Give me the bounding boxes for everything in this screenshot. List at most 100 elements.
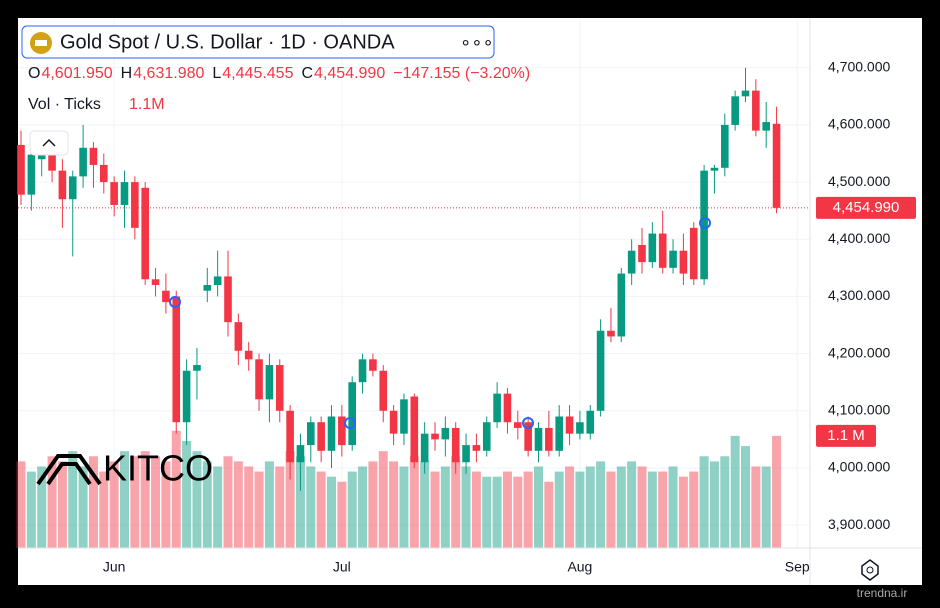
volume-bar	[47, 456, 57, 548]
candle-body	[617, 273, 626, 337]
candle-body	[193, 365, 201, 371]
candle-layer	[17, 67, 781, 491]
candle-body	[296, 445, 305, 463]
candle-body	[79, 147, 87, 177]
more-button[interactable]: ∘∘∘	[460, 32, 494, 52]
volume-bar	[647, 471, 657, 548]
settings-shape	[861, 559, 879, 581]
volume-bar	[140, 451, 150, 548]
volume-bar	[88, 456, 98, 548]
event-marker[interactable]	[522, 417, 534, 429]
volume-bar	[26, 471, 36, 548]
watermark-logo	[36, 454, 102, 486]
settings-center	[866, 566, 874, 574]
volume-bar	[233, 461, 243, 548]
event-marker[interactable]	[169, 296, 181, 308]
candle-body	[441, 427, 450, 440]
collapse-icon	[42, 138, 56, 147]
candle-body	[638, 244, 646, 263]
volume-bar	[57, 461, 67, 548]
candle-body	[110, 182, 118, 205]
last-price-label: 4,454.990	[833, 199, 900, 216]
candle-body	[741, 90, 750, 97]
ohlc-value: 4,454.990	[314, 65, 385, 82]
candle-body	[545, 427, 553, 451]
candle-body	[710, 167, 719, 171]
event-marker[interactable]	[344, 417, 356, 429]
candle-body	[514, 422, 522, 428]
volume-tag-label: 1.1 M	[827, 427, 865, 444]
candle-body	[100, 164, 108, 183]
candle-body	[68, 176, 77, 200]
volume-bar	[151, 456, 161, 548]
candle-body	[182, 370, 191, 423]
volume-bar	[689, 471, 699, 548]
symbol-box[interactable]	[21, 25, 495, 59]
y-tick-label: 4,500.000	[828, 173, 890, 189]
y-tick-label: 4,600.000	[828, 116, 890, 132]
candle-body	[141, 187, 149, 280]
volume-bar	[327, 476, 336, 548]
candle-body	[265, 365, 274, 400]
collapse-button[interactable]	[29, 130, 69, 156]
volume-tag	[816, 424, 876, 447]
candle-body	[389, 410, 398, 434]
volume-bar	[502, 471, 512, 548]
volume-bar	[78, 466, 88, 548]
volume-bar	[430, 471, 440, 548]
volume-bar	[358, 466, 368, 548]
volume-bar	[244, 466, 254, 548]
event-marker[interactable]	[699, 217, 711, 229]
y-tick-label: 4,200.000	[828, 344, 890, 360]
y-tick-label: 3,900.000	[828, 516, 890, 532]
candle-body	[627, 250, 636, 274]
volume-bar	[347, 471, 357, 548]
candle-body	[700, 170, 708, 280]
candle-body	[420, 433, 429, 463]
ohlc-key: H	[121, 65, 133, 82]
volume-bar	[264, 461, 274, 548]
candle-body	[275, 365, 284, 411]
candle-body	[358, 359, 367, 383]
candle-body	[648, 233, 657, 263]
candle-body	[658, 233, 667, 268]
candle-body	[752, 90, 760, 131]
volume-bar	[658, 471, 668, 548]
volume-bar	[761, 466, 771, 548]
volume-bar	[616, 466, 626, 548]
volume-bar	[513, 476, 523, 548]
ohlc-value: 4,601.950	[41, 65, 112, 82]
candle-body	[369, 359, 377, 371]
candle-body	[555, 416, 563, 451]
volume-bar	[68, 451, 78, 548]
volume-bar	[471, 471, 481, 548]
volume-bar	[565, 466, 575, 548]
candle-body	[586, 410, 595, 434]
volume-bar	[720, 456, 730, 548]
volume-bar	[37, 466, 47, 548]
settings-icon[interactable]	[861, 559, 879, 581]
volume-bar	[306, 466, 316, 548]
ohlc-key: C	[301, 65, 313, 82]
event-markers	[169, 217, 711, 429]
symbol-icon-bar	[35, 40, 47, 46]
candle-body	[576, 422, 584, 434]
candle-body	[17, 144, 25, 195]
symbol-title: Gold Spot / U.S. Dollar · 1D · OANDA	[60, 31, 395, 53]
candle-body	[431, 433, 439, 440]
candle-body	[772, 123, 781, 208]
candle-body	[213, 276, 222, 286]
volume-bar	[368, 461, 378, 548]
volume-bar	[223, 456, 233, 548]
candle-body	[762, 122, 770, 131]
ohlc-legend: O 4,601.950 H 4,631.980 L 4,445.455 C 4,454.990	[28, 65, 385, 82]
candle-body	[317, 422, 325, 451]
volume-bar	[544, 481, 554, 548]
price-change: −147.155 (−3.20%)	[393, 65, 530, 82]
candle-body	[89, 147, 98, 165]
last-price-tag	[816, 196, 916, 219]
volume-bar	[182, 440, 192, 548]
candle-body	[255, 359, 263, 400]
candle-body	[565, 416, 574, 434]
volume-bar	[730, 435, 740, 548]
